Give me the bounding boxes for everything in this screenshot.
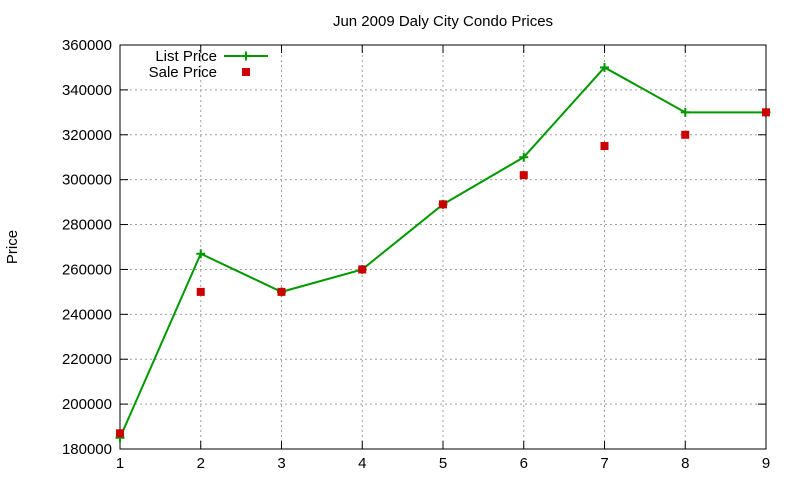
x-tick-label: 9 [762,455,770,472]
y-axis: 180000 200000 220000 240000 260000 280000 3000… [62,37,766,458]
list-price-point [600,62,609,72]
y-tick-label: 360000 [62,37,112,54]
y-tick-label: 260000 [62,261,112,278]
y-tick-label: 300000 [62,172,112,189]
sale-price-point [762,108,770,117]
x-tick-label: 2 [197,455,205,472]
legend-key [224,51,268,61]
y-tick-label: 200000 [62,396,112,413]
list-price-line [119,66,766,439]
y-tick-label: 320000 [62,127,112,144]
legend-marker [242,68,250,76]
x-tick-label: 3 [277,455,285,472]
grid-lines [120,45,766,449]
series-sale-price [116,108,770,438]
sale-price-point [277,287,286,296]
legend-key [242,68,250,76]
x-tick-label: 4 [358,455,366,472]
x-tick-label: 1 [116,455,124,472]
sale-price-point [681,130,690,139]
y-axis-label: Price [4,230,21,264]
x-tick-label: 5 [439,455,447,472]
sale-price-point [439,200,447,209]
series-layer [115,62,771,443]
y-tick-label: 240000 [62,306,112,323]
legend-label: Sale Price [149,64,217,81]
sale-price-point [196,287,205,296]
list-price-point [519,152,529,162]
sale-price-point [600,142,609,150]
sale-price-point [116,429,124,438]
x-tick-label: 6 [520,455,528,472]
legend-marker [241,51,251,61]
chart-title: Jun 2009 Daly City Condo Prices [333,13,553,30]
y-tick-label: 180000 [62,441,112,458]
list-price-point [680,107,690,117]
y-tick-label: 340000 [62,82,112,99]
x-tick-label: 7 [600,455,608,472]
y-tick-label: 220000 [62,351,112,368]
sale-price-point [519,171,528,180]
x-tick-label: 8 [681,455,689,472]
sale-price-point [358,265,367,274]
list-price-point [196,249,206,259]
legend-label: List Price [155,48,217,65]
y-tick-label: 280000 [62,217,112,234]
x-axis: 1 2 3 4 5 6 7 8 9 [116,45,770,472]
